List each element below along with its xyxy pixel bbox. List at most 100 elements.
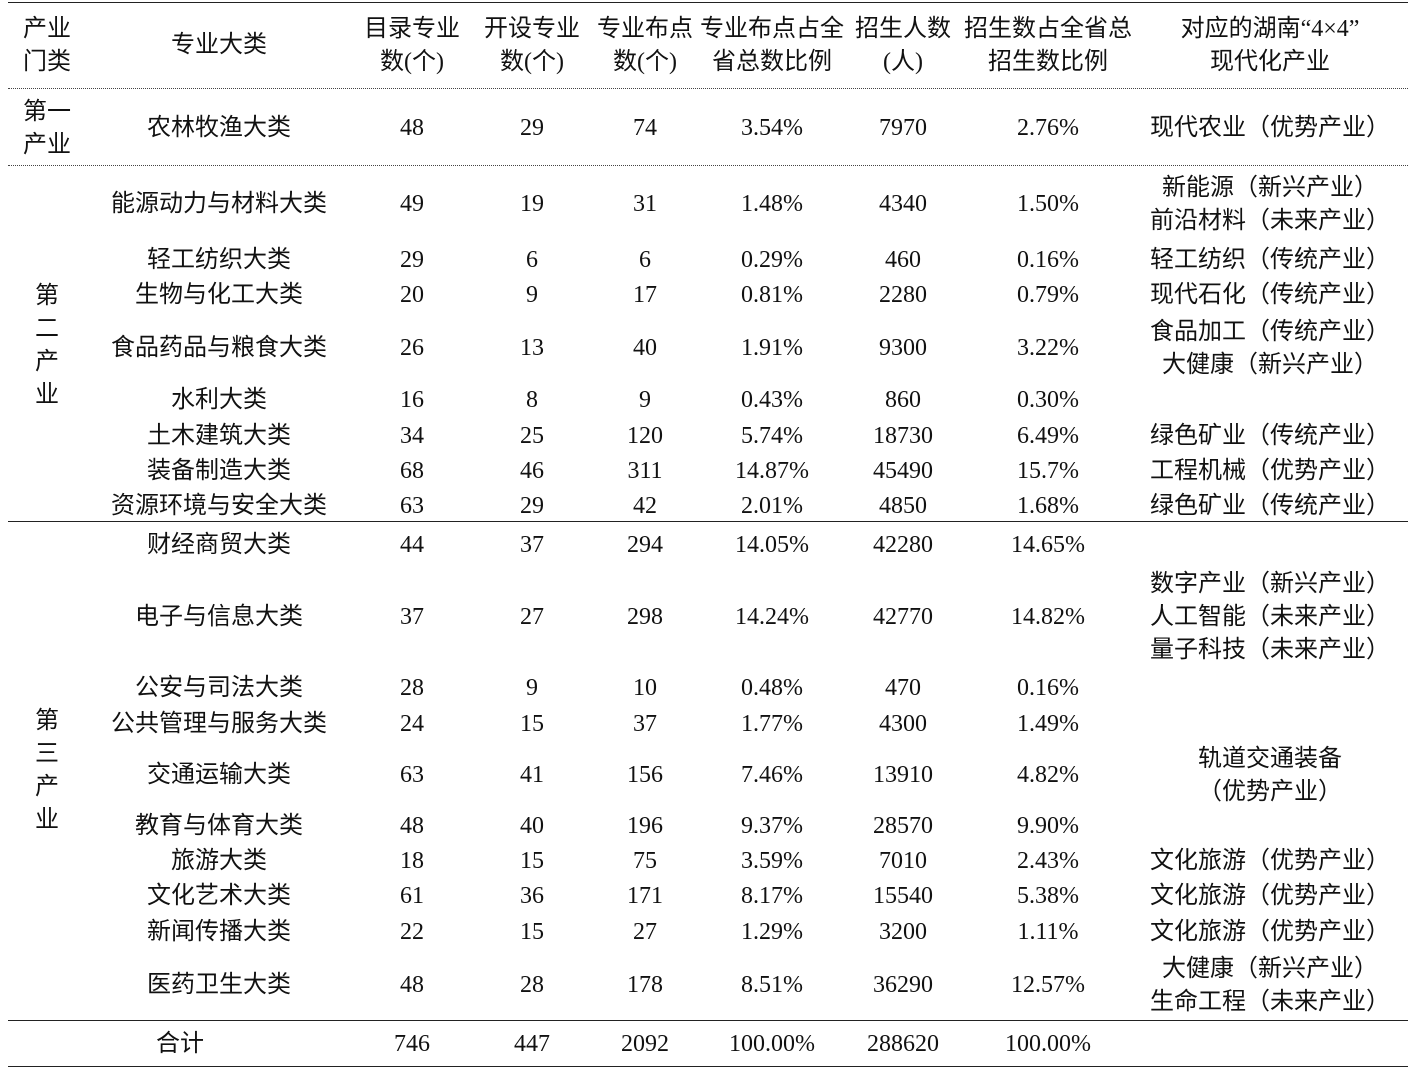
cell: 68 (400, 458, 424, 484)
industry-cell: 绿色矿业（传统产业） (1150, 493, 1390, 519)
cell: 18 (400, 848, 424, 874)
cell: 1.68% (1017, 493, 1079, 519)
cell: 4340 (879, 191, 927, 217)
cell: 2.43% (1017, 848, 1079, 874)
header-cell: 开设专业 (484, 15, 580, 42)
cell: 14.05% (735, 532, 809, 558)
industry-cell: 轻工纺织（传统产业） (1150, 247, 1390, 273)
header-cell: 目录专业 (364, 15, 460, 42)
cell: 1.49% (1017, 711, 1079, 737)
industry-cell: 生命工程（未来产业） (1150, 988, 1390, 1015)
cell: 49 (400, 191, 424, 217)
header-cell: 招生数占全省总 (964, 15, 1132, 42)
category-name: 公共管理与服务大类 (111, 711, 327, 737)
total-cell: 100.00% (729, 1031, 815, 1057)
total-cell: 288620 (867, 1031, 939, 1057)
cell: 44 (400, 532, 424, 558)
cell: 4850 (879, 493, 927, 519)
cell: 8.17% (741, 883, 803, 909)
category-name: 新闻传播大类 (147, 919, 291, 945)
category-name: 教育与体育大类 (135, 813, 303, 839)
category-name: 旅游大类 (171, 848, 267, 874)
cell: 8 (526, 387, 538, 413)
industry-cell: 食品加工（传统产业） (1150, 318, 1390, 345)
cell: 14.24% (735, 604, 809, 630)
cell: 7010 (879, 848, 927, 874)
industry-cell: 文化旅游（优势产业） (1150, 919, 1390, 945)
cell: 9300 (879, 335, 927, 361)
cell: 16 (400, 387, 424, 413)
cell: 6.49% (1017, 423, 1079, 449)
cell: 45490 (873, 458, 933, 484)
table-rule (8, 2, 1408, 3)
header-cell: 门类 (23, 48, 71, 75)
industry-cell: （优势产业） (1198, 778, 1342, 805)
cell: 14.87% (735, 458, 809, 484)
industry-cell: 现代石化（传统产业） (1150, 282, 1390, 308)
cell: 1.77% (741, 711, 803, 737)
category-name: 文化艺术大类 (147, 883, 291, 909)
cell: 1.50% (1017, 191, 1079, 217)
cell: 74 (633, 115, 657, 141)
header-cell: 招生人数 (855, 15, 951, 42)
cell: 470 (885, 675, 921, 701)
category-name: 食品药品与粮食大类 (111, 335, 327, 361)
industry-cell: 文化旅游（优势产业） (1150, 883, 1390, 909)
industry-cell: 数字产业（新兴产业） (1150, 571, 1390, 597)
industry-cell: 文化旅游（优势产业） (1150, 848, 1390, 874)
industry-cell: 绿色矿业（传统产业） (1150, 423, 1390, 449)
cell: 9 (526, 282, 538, 308)
total-cell: 746 (394, 1031, 430, 1057)
cell: 42 (633, 493, 657, 519)
category-name: 医药卫生大类 (147, 972, 291, 998)
cell: 27 (520, 604, 544, 630)
cell: 2.01% (741, 493, 803, 519)
cell: 8.51% (741, 972, 803, 998)
header-cell: 数(个) (380, 48, 444, 75)
total-cell: 100.00% (1005, 1031, 1091, 1057)
cell: 10 (633, 675, 657, 701)
sector-label: 第 (35, 282, 59, 309)
cell: 36 (520, 883, 544, 909)
cell: 42280 (873, 532, 933, 558)
cell: 6 (639, 247, 651, 273)
industry-cell: 大健康（新兴产业） (1162, 351, 1378, 378)
sector-label: 业 (35, 806, 59, 833)
category-name: 电子与信息大类 (135, 604, 303, 630)
industry-cell: 工程机械（优势产业） (1150, 458, 1390, 484)
total-cell: 447 (514, 1031, 550, 1057)
table-rule (8, 88, 1408, 89)
cell: 4300 (879, 711, 927, 737)
cell: 860 (885, 387, 921, 413)
industry-cell: 大健康（新兴产业） (1162, 955, 1378, 982)
cell: 460 (885, 247, 921, 273)
cell: 22 (400, 919, 424, 945)
cell: 15 (520, 848, 544, 874)
cell: 1.11% (1017, 919, 1079, 945)
table-rule (8, 1020, 1408, 1021)
cell: 0.29% (741, 247, 803, 273)
cell: 9 (639, 387, 651, 413)
cell: 0.16% (1017, 247, 1079, 273)
cell: 196 (627, 813, 663, 839)
cell: 1.29% (741, 919, 803, 945)
cell: 40 (520, 813, 544, 839)
header-cell: 省总数比例 (712, 48, 832, 75)
sector-label: 产 (35, 348, 59, 375)
cell: 13910 (873, 762, 933, 788)
cell: 48 (400, 813, 424, 839)
header-cell: 对应的湖南“4×4” (1180, 15, 1360, 42)
cell: 26 (400, 335, 424, 361)
cell: 0.16% (1017, 675, 1079, 701)
total-cell: 2092 (621, 1031, 669, 1057)
cell: 2.76% (1017, 115, 1079, 141)
cell: 41 (520, 762, 544, 788)
sector-label: 第一 (23, 98, 71, 125)
header-cell: 招生数比例 (988, 48, 1108, 75)
cell: 29 (520, 493, 544, 519)
cell: 294 (627, 532, 663, 558)
cell: 0.43% (741, 387, 803, 413)
cell: 178 (627, 972, 663, 998)
cell: 3.59% (741, 848, 803, 874)
table-rule (8, 1066, 1408, 1067)
